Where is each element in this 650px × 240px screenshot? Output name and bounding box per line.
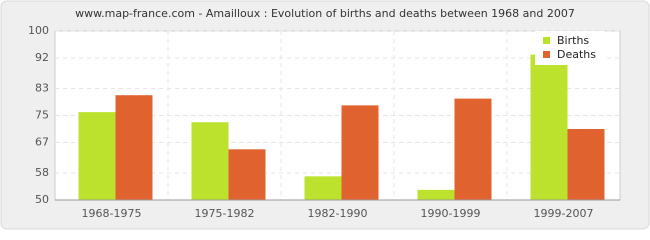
legend-swatch: [543, 37, 550, 44]
legend-label: Deaths: [557, 48, 596, 61]
bar: [191, 122, 229, 200]
legend-box: [535, 31, 605, 65]
x-tick-label: 1999-2007: [534, 207, 594, 220]
x-tick-label: 1968-1975: [82, 207, 142, 220]
bar: [530, 54, 568, 200]
legend-swatch: [543, 51, 550, 58]
bar: [417, 189, 455, 200]
y-tick-label: 50: [35, 193, 49, 206]
bar: [454, 98, 492, 200]
y-tick-label: 58: [35, 166, 49, 179]
x-tick-label: 1975-1982: [195, 207, 255, 220]
bar: [341, 105, 379, 200]
bar: [228, 149, 266, 200]
chart: www.map-france.com - Amailloux : Evoluti…: [0, 0, 650, 230]
bar: [115, 95, 153, 200]
y-tick-label: 75: [35, 109, 49, 122]
x-tick-label: 1982-1990: [308, 207, 368, 220]
bar: [567, 129, 605, 200]
bar: [78, 112, 116, 200]
legend-label: Births: [557, 34, 589, 47]
y-tick-label: 83: [35, 81, 49, 94]
x-tick-label: 1990-1999: [421, 207, 481, 220]
bar: [304, 176, 342, 200]
y-tick-label: 92: [35, 51, 49, 64]
y-tick-label: 100: [28, 24, 49, 37]
y-tick-label: 67: [35, 136, 49, 149]
chart-title: www.map-france.com - Amailloux : Evoluti…: [75, 7, 575, 20]
